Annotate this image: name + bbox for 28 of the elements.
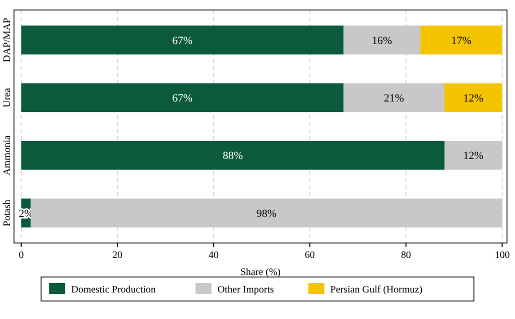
legend-label: Other Imports xyxy=(218,284,274,296)
x-tick-label: 0 xyxy=(18,250,24,261)
data-label: 67% xyxy=(172,34,192,47)
data-label: 12% xyxy=(463,150,484,162)
bar xyxy=(21,140,444,170)
y-tick-label: DAP/MAP xyxy=(2,17,13,62)
data-label: 16% xyxy=(372,34,392,47)
x-tick-label: 40 xyxy=(208,250,219,261)
bar xyxy=(21,26,344,54)
x-tick-label: 100 xyxy=(494,250,510,261)
bar xyxy=(420,26,502,54)
data-label: 12% xyxy=(463,92,484,105)
legend-label: Persian Gulf (Hormuz) xyxy=(330,284,423,296)
data-label: 88% xyxy=(222,150,243,162)
bar xyxy=(444,83,502,112)
data-label: 17% xyxy=(451,34,472,47)
x-tick-label: 20 xyxy=(112,250,122,261)
data-label: 21% xyxy=(384,92,404,105)
legend-label: Domestic Production xyxy=(71,284,156,296)
y-tick-label: Potash xyxy=(2,200,13,226)
x-axis-title: Share (%) xyxy=(240,267,281,278)
data-label: 98% xyxy=(256,208,277,220)
x-tick-label: 80 xyxy=(400,250,411,261)
x-tick-label: 60 xyxy=(304,250,315,261)
y-tick-label: Ammonia xyxy=(2,134,13,176)
data-label: 67% xyxy=(172,92,192,105)
y-tick-label: Urea xyxy=(2,87,13,108)
bar xyxy=(21,83,344,112)
